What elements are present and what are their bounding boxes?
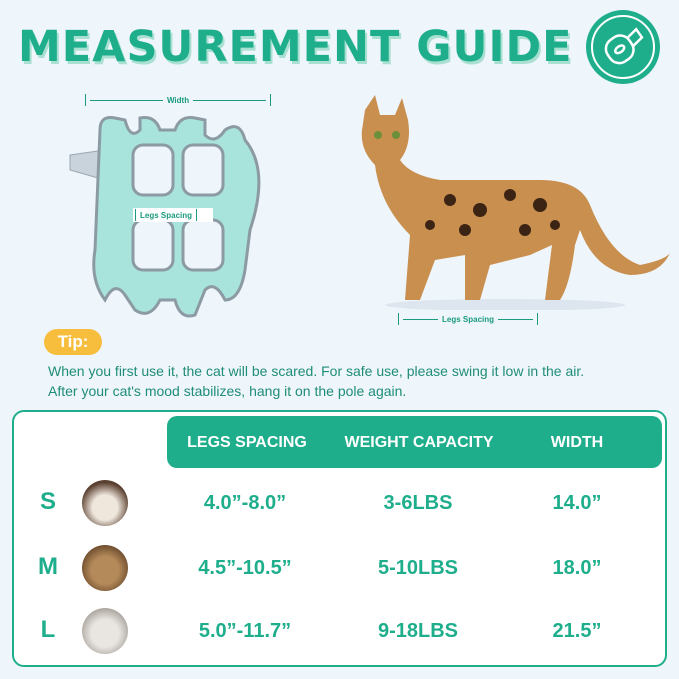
size-chart-table: LEGS SPACING WEIGHT CAPACITY WIDTH S 4.0… (12, 410, 667, 667)
weight-value: 3-6LBS (383, 492, 453, 514)
size-label: L (40, 616, 56, 643)
tip-text: When you first use it, the cat will be s… (48, 363, 585, 399)
page-title: MEASUREMENT GUIDE (18, 22, 573, 72)
british-shorthair-cat-photo (82, 608, 128, 654)
legs-spacing-value: 4.0”-8.0” (203, 492, 287, 514)
legs-spacing-value: 4.5”-10.5” (198, 557, 292, 579)
legs-spacing-value: 5.0”-11.7” (198, 620, 292, 642)
table-row: L 5.0”-11.7” 9-18LBS 21.5” (14, 602, 665, 662)
vest-legs-dimension: Legs Spacing (133, 208, 213, 222)
vest-legs-label: Legs Spacing (140, 210, 193, 220)
weight-value: 9-18LBS (377, 620, 459, 642)
table-row: M 4.5”-10.5” 5-10LBS 18.0” (14, 539, 665, 599)
width-dimension: Width (85, 94, 272, 106)
table-header: LEGS SPACING WEIGHT CAPACITY WIDTH (167, 416, 662, 468)
width-value: 18.0” (552, 557, 602, 579)
tabby-cat-photo (82, 545, 128, 591)
header-legs-spacing: LEGS SPACING (187, 433, 307, 451)
tip-badge: Tip: (44, 329, 102, 355)
table-row: S 4.0”-8.0” 3-6LBS 14.0” (14, 474, 665, 534)
header-weight-capacity: WEIGHT CAPACITY (344, 433, 494, 451)
weight-value: 5-10LBS (377, 557, 459, 579)
measuring-tape-icon (586, 10, 660, 84)
cat-legs-dimension: Legs Spacing (398, 313, 539, 325)
width-value: 21.5” (552, 620, 602, 642)
siamese-cat-photo (82, 480, 128, 526)
cat-legs-label: Legs Spacing (442, 314, 495, 324)
width-label: Width (166, 95, 190, 105)
size-label: S (39, 488, 56, 515)
width-value: 14.0” (552, 492, 602, 514)
size-label: M (38, 553, 58, 580)
bengal-cat-image (361, 95, 670, 310)
header-width: WIDTH (550, 433, 604, 451)
